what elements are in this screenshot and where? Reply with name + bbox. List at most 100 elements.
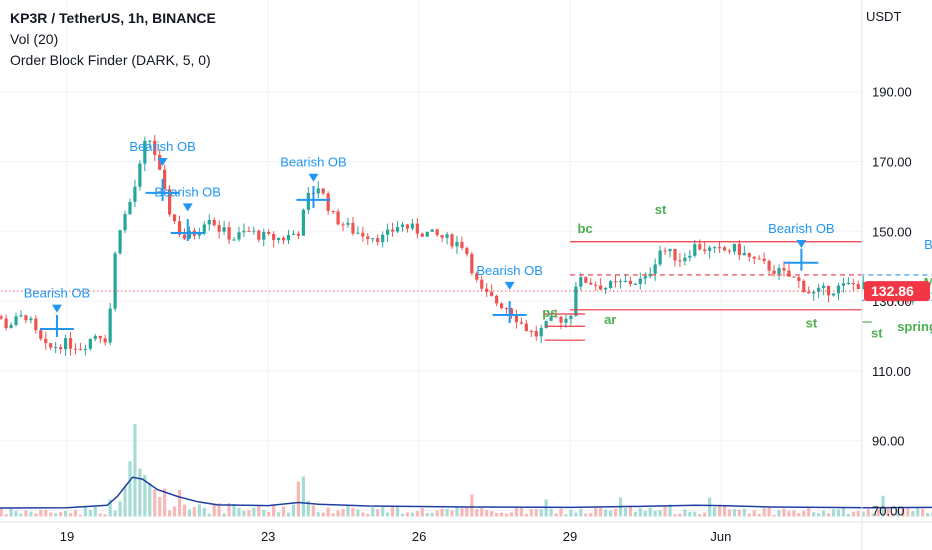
x-tick-label: Jun [710, 529, 731, 544]
candle-body [158, 154, 162, 170]
symbol-title[interactable]: KP3R / TetherUS, 1h, BINANCE [10, 10, 216, 26]
volume-bar [866, 509, 870, 517]
candle-body [797, 277, 801, 281]
volume-bar [926, 512, 930, 517]
volume-bar [108, 499, 112, 517]
volume-bar [752, 510, 756, 517]
candle-body [807, 291, 811, 294]
candle-body [63, 338, 68, 350]
bearish-ob-marker[interactable]: Bearish OB [280, 155, 347, 208]
volume-bar [0, 508, 3, 517]
volume-bar [826, 513, 831, 517]
volume-bar [29, 511, 33, 517]
volume-bar [480, 508, 484, 517]
down-triangle-icon [157, 158, 168, 167]
candle-body [499, 303, 504, 309]
volume-bar [222, 513, 226, 517]
candle-body [777, 268, 781, 274]
volume-indicator-label[interactable]: Vol (20) [10, 31, 59, 47]
volume-bar [177, 489, 182, 517]
currency-label: USDT [866, 9, 901, 24]
volume-bar [891, 513, 895, 517]
candle-body [237, 232, 241, 240]
bearish-ob-marker[interactable]: Bearish OB [476, 263, 543, 324]
bearish-ob-marker[interactable]: Bearish OB [129, 139, 196, 201]
down-triangle-icon [182, 203, 193, 212]
candle-body [361, 232, 365, 237]
candle-body [376, 238, 380, 243]
volume-bar [182, 504, 187, 517]
volume-bar [673, 514, 677, 517]
volume-bar [425, 513, 429, 517]
candle-body [569, 315, 573, 319]
y-tick-label: 150.00 [872, 224, 912, 239]
candle-body [663, 250, 667, 252]
volume-bar [59, 511, 63, 517]
volume-bar [395, 507, 400, 517]
volume-bar [861, 511, 865, 517]
candle-body [14, 316, 18, 325]
wyckoff-label: st [806, 315, 818, 330]
volume-bar [381, 507, 385, 517]
candle-body [326, 193, 330, 211]
wyckoff-label: st [871, 326, 883, 341]
candle-body [851, 282, 855, 285]
bearish-ob-marker[interactable]: Bearish OB [768, 221, 835, 271]
candle-body [296, 233, 301, 236]
volume-bar [9, 508, 13, 517]
volume-average-line [0, 476, 932, 509]
volume-bar [911, 510, 915, 517]
volume-bar [187, 509, 192, 517]
volume-bar [633, 512, 637, 517]
candle-body [410, 223, 414, 229]
volume-bar [623, 507, 628, 517]
volume-bar [564, 514, 568, 517]
candle-body [98, 335, 102, 339]
candle-body [539, 327, 543, 337]
candle-body [604, 287, 608, 290]
volume-bar [420, 507, 424, 517]
volume-bar [767, 507, 771, 517]
volume-bar [792, 510, 796, 517]
volume-bar [678, 513, 682, 517]
volume-bar [594, 507, 598, 517]
y-tick-label: 170.00 [872, 155, 912, 170]
volume-bar [475, 509, 479, 517]
wyckoff-label: ar [604, 312, 616, 327]
bearish-ob-marker[interactable]: Bearish OB [154, 184, 221, 242]
candle-body [182, 234, 187, 239]
bearish-ob-marker[interactable]: Bearish OB [924, 237, 932, 306]
volume-bar [782, 508, 786, 517]
candle-body [737, 243, 741, 256]
volume-bar [371, 507, 375, 517]
volume-bar [688, 511, 692, 517]
bearish-ob-marker[interactable]: Bearish OB [24, 286, 90, 338]
volume-bar [232, 503, 236, 517]
volume-bar [881, 495, 885, 517]
volume-bar [321, 512, 325, 517]
plot-area[interactable] [0, 0, 862, 522]
volume-bar [247, 510, 251, 517]
ob-label: Bearish OB [768, 221, 834, 236]
order-block-indicator-label[interactable]: Order Block Finder (DARK, 5, 0) [10, 52, 211, 68]
volume-bar [529, 509, 533, 517]
volume-bar [113, 510, 117, 517]
volume-bar [871, 513, 875, 517]
volume-bar [172, 506, 177, 517]
volume-bar [192, 507, 196, 517]
volume-bar [415, 511, 419, 517]
candle-body [405, 224, 410, 229]
ob-label: Bearish OB [280, 155, 346, 170]
down-triangle-icon [504, 281, 515, 290]
candle-body [559, 316, 563, 323]
candle-body [514, 314, 519, 323]
candle-body [455, 241, 459, 247]
volume-bar [549, 508, 553, 517]
volume-bar [24, 510, 28, 517]
volume-bar [341, 509, 345, 517]
volume-bar [648, 507, 652, 517]
candle-body [197, 233, 201, 236]
candle-body [277, 237, 281, 240]
candle-body [68, 338, 73, 349]
